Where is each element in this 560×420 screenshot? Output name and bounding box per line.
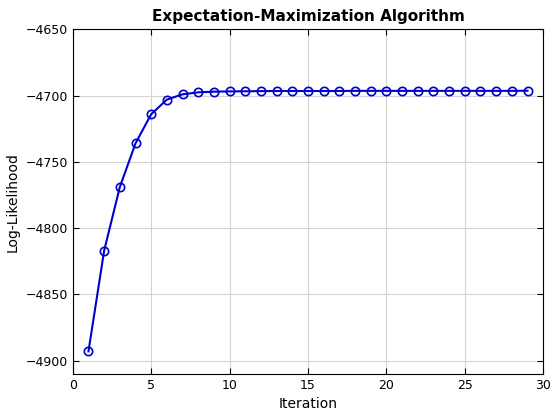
Y-axis label: Log-Likelihood: Log-Likelihood — [6, 152, 20, 252]
Title: Expectation-Maximization Algorithm: Expectation-Maximization Algorithm — [152, 9, 464, 24]
X-axis label: Iteration: Iteration — [278, 397, 338, 411]
